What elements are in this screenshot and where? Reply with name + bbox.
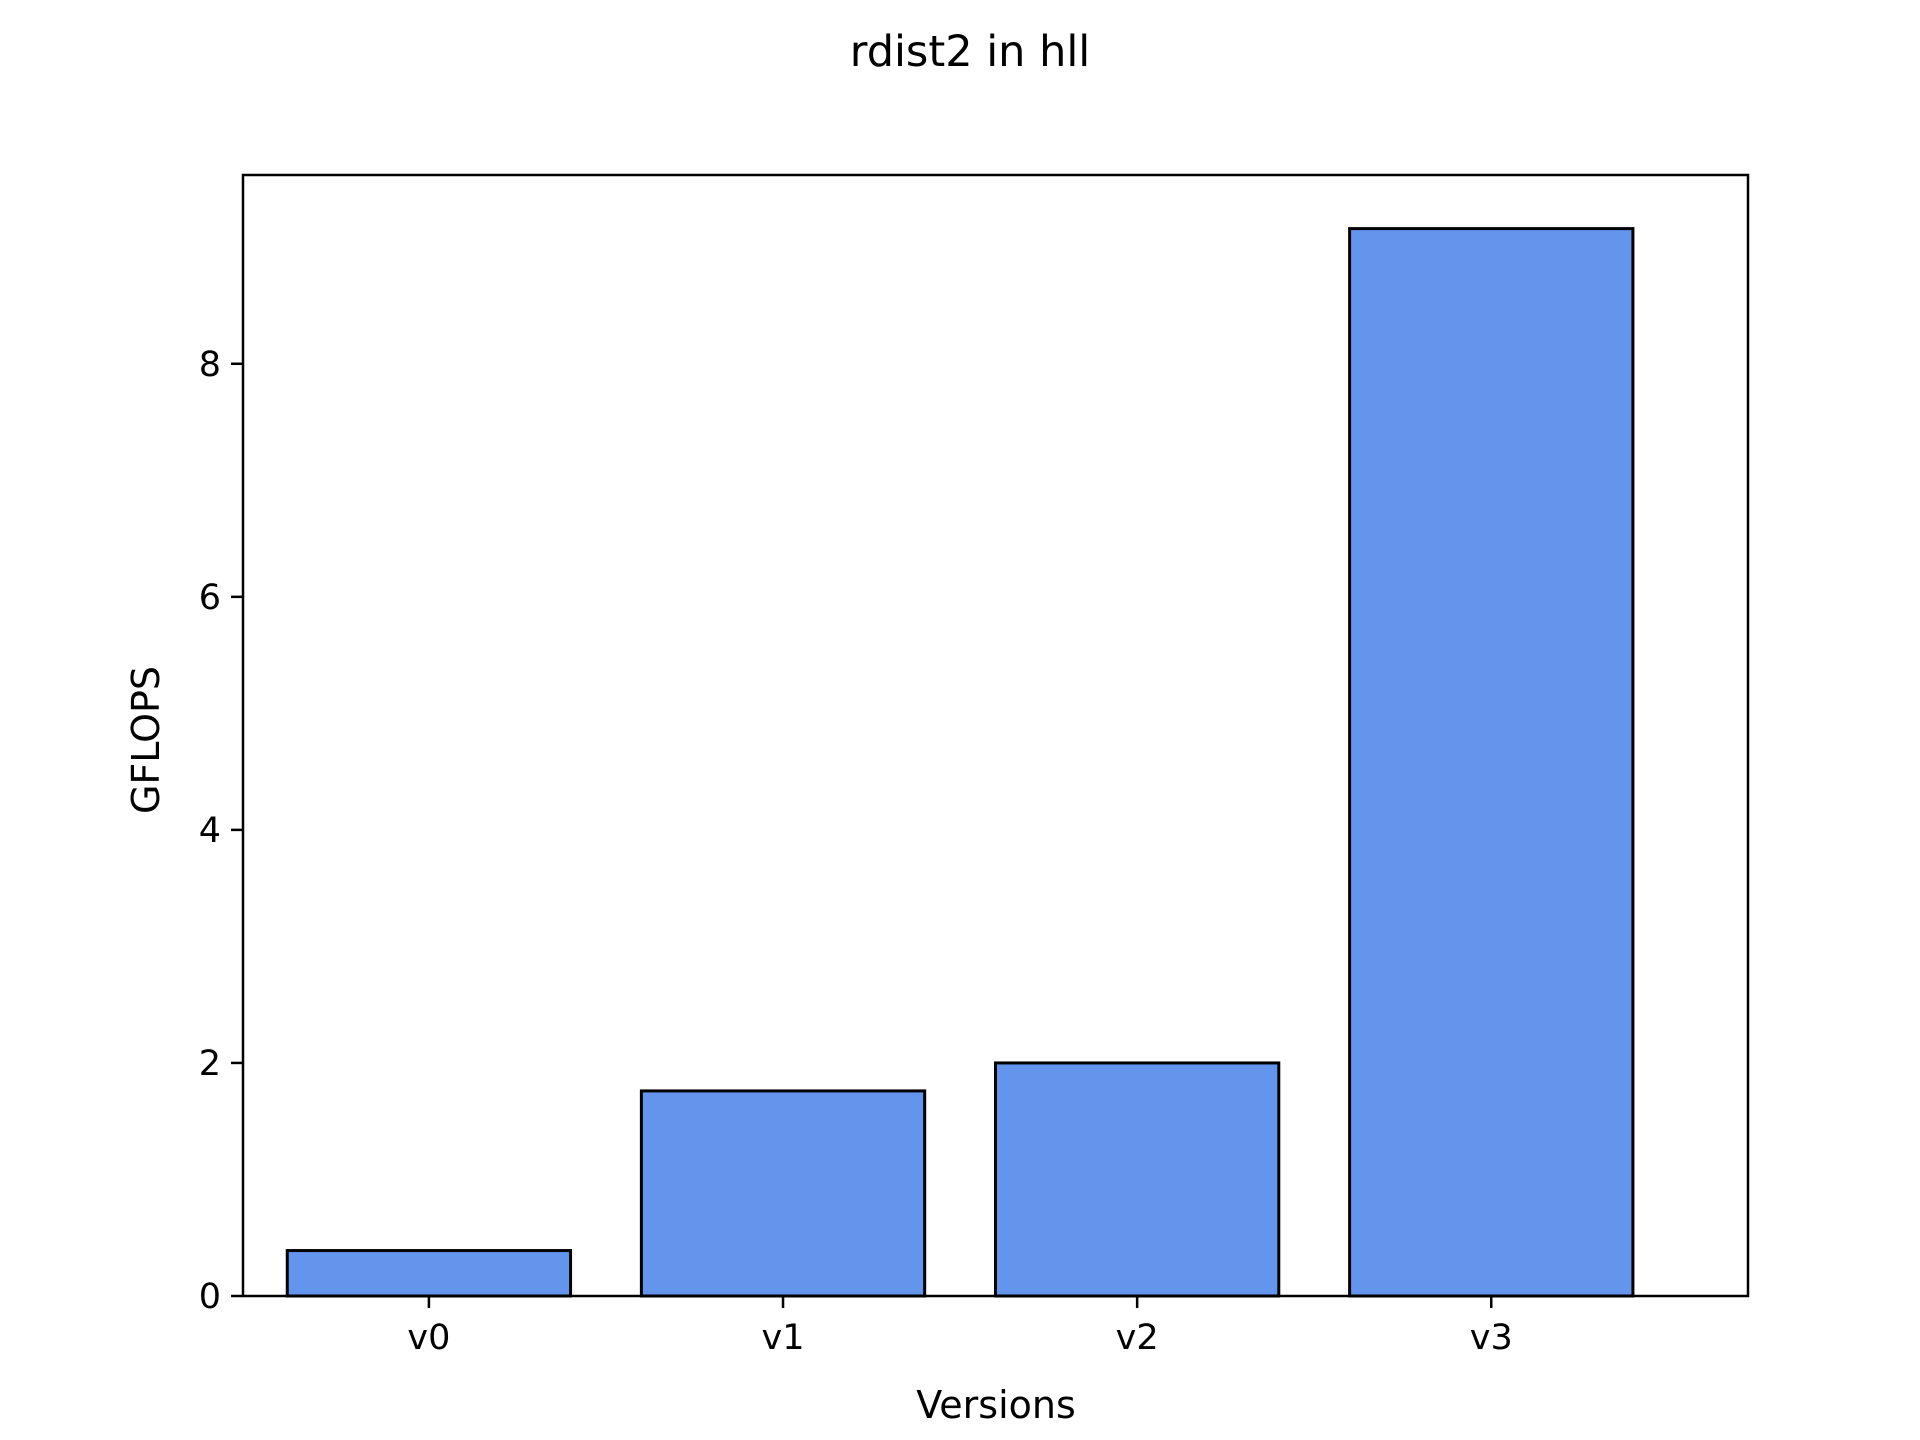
chart-title: rdist2 in hll [850,27,1090,77]
x-axis: v0 v1 v2 v3 [407,1296,1513,1358]
x-tick-label-v2: v2 [1116,1318,1159,1358]
bars-group [285,227,1635,1298]
x-tick-label-v0: v0 [407,1318,450,1358]
x-axis-label: Versions [916,1383,1076,1427]
y-axis: 0 2 4 6 8 [199,345,243,1317]
y-tick-label-8: 8 [199,345,221,385]
x-tick-label-v3: v3 [1470,1318,1513,1358]
bar-v1 [639,1089,927,1298]
y-tick-label-2: 2 [199,1044,221,1084]
bar-v2 [994,1061,1281,1298]
plot-frame [241,173,1750,1298]
x-tick-label-v1: v1 [762,1318,805,1358]
bar-v3 [1348,227,1635,1298]
y-tick-label-0: 0 [199,1277,221,1317]
bar-v0 [285,1249,573,1298]
y-axis-label: GFLOPS [124,666,168,814]
y-tick-label-6: 6 [199,578,221,618]
y-tick-label-4: 4 [199,811,221,851]
